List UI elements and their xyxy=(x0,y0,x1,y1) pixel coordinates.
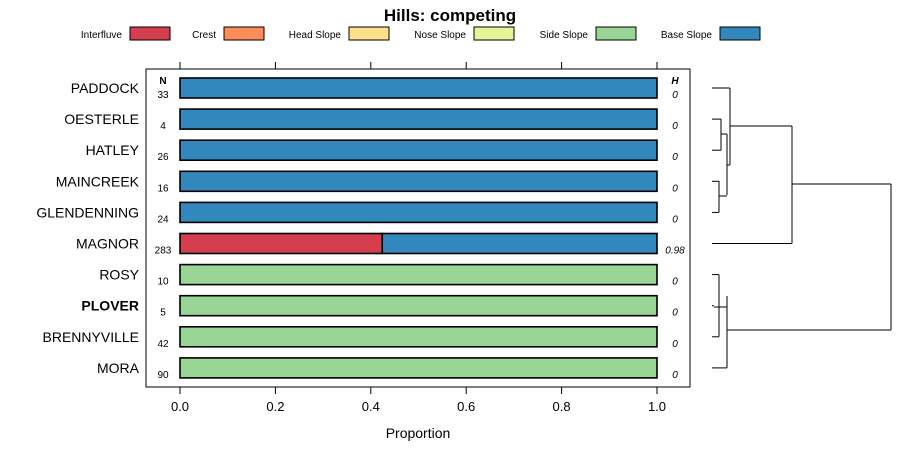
bar-segment-side-slope xyxy=(179,325,658,348)
dendrogram xyxy=(712,87,892,369)
x-tick-label: 0.4 xyxy=(362,399,380,414)
x-tick-label: 0.2 xyxy=(266,399,284,414)
row-hatley: HATLEY 26 0 xyxy=(86,139,678,163)
plot-frame xyxy=(145,68,691,388)
row-h-value: 0 xyxy=(672,277,678,288)
row-oesterle: OESTERLE 4 0 xyxy=(64,108,678,132)
bar-rows: PADDOCK 33 0 OESTERLE 4 0 HATLEY 26 0 MAINCREEK 16… xyxy=(36,77,685,381)
legend-swatch-nose-slope xyxy=(473,26,515,41)
legend-swatch-crest xyxy=(223,26,265,41)
row-label: BRENNYVILLE xyxy=(43,329,139,345)
x-tick-label: 0.8 xyxy=(553,399,571,414)
legend-label-nose-slope: Nose Slope xyxy=(414,30,466,41)
row-label: MORA xyxy=(97,360,140,376)
row-h-value: 0 xyxy=(672,308,678,319)
h-column-header: H xyxy=(671,76,679,87)
row-h-value: 0.98 xyxy=(665,246,685,257)
bar-segment-interfluve xyxy=(179,232,384,255)
row-label: PADDOCK xyxy=(71,80,140,96)
row-label: OESTERLE xyxy=(64,111,139,127)
row-n-value: 26 xyxy=(157,152,169,163)
row-glendenning: GLENDENNING 24 0 xyxy=(36,201,678,225)
row-h-value: 0 xyxy=(672,90,678,101)
legend-label-interfluve: Interfluve xyxy=(81,30,123,41)
row-n-value: 16 xyxy=(157,183,169,194)
legend-swatch-base-slope xyxy=(719,26,761,41)
row-label: PLOVER xyxy=(81,298,139,314)
row-h-value: 0 xyxy=(672,121,678,132)
bar-segment-side-slope xyxy=(179,294,658,317)
bar-segment-side-slope xyxy=(179,263,658,286)
row-label: ROSY xyxy=(99,267,139,283)
row-n-value: 33 xyxy=(157,90,169,101)
chart-title: Hills: competing xyxy=(384,6,516,25)
x-axis-title: Proportion xyxy=(386,425,451,441)
row-rosy: ROSY 10 0 xyxy=(99,263,678,288)
row-n-value: 10 xyxy=(157,277,169,288)
row-n-value: 42 xyxy=(157,339,169,350)
legend: Interfluve Crest Head Slope Nose Slope Side … xyxy=(81,26,761,41)
n-column-header: N xyxy=(159,76,166,87)
bar-segment-base-slope xyxy=(179,139,658,161)
row-n-value: 4 xyxy=(160,121,166,132)
legend-swatch-head-slope xyxy=(348,26,390,41)
row-n-value: 24 xyxy=(157,214,169,225)
legend-swatch-interfluve xyxy=(129,26,171,41)
legend-label-crest: Crest xyxy=(192,30,216,41)
row-magnor: MAGNOR 283 0.98 xyxy=(76,232,685,257)
legend-label-head-slope: Head Slope xyxy=(289,30,342,41)
row-h-value: 0 xyxy=(672,370,678,381)
row-h-value: 0 xyxy=(672,183,678,194)
row-brennyville: BRENNYVILLE 42 0 xyxy=(43,325,678,350)
row-n-value: 90 xyxy=(157,370,169,381)
bar-segment-base-slope xyxy=(179,170,658,193)
row-h-value: 0 xyxy=(672,214,678,225)
x-axis: 0.0 0.2 0.4 0.6 0.8 1.0 xyxy=(171,62,666,414)
legend-swatch-side-slope xyxy=(595,26,637,41)
row-n-value: 5 xyxy=(160,308,166,319)
row-label: MAINCREEK xyxy=(56,173,140,189)
row-maincreek: MAINCREEK 16 0 xyxy=(56,170,678,194)
row-label: HATLEY xyxy=(86,142,140,158)
bar-segment-side-slope xyxy=(179,357,658,379)
x-tick-label: 0.0 xyxy=(171,399,189,414)
x-tick-label: 0.6 xyxy=(457,399,475,414)
bar-segment-base-slope xyxy=(179,108,658,130)
bar-segment-base-slope xyxy=(179,201,658,224)
bar-segment-base-slope xyxy=(381,232,658,255)
x-tick-label: 1.0 xyxy=(648,399,666,414)
row-label: MAGNOR xyxy=(76,236,139,252)
row-n-value: 283 xyxy=(155,246,172,257)
row-paddock: PADDOCK 33 0 xyxy=(71,77,678,101)
row-mora: MORA 90 0 xyxy=(97,357,678,381)
row-label: GLENDENNING xyxy=(36,204,139,220)
row-plover: PLOVER 5 0 xyxy=(81,294,678,319)
row-h-value: 0 xyxy=(672,152,678,163)
bar-segment-base-slope xyxy=(179,77,658,99)
legend-label-base-slope: Base Slope xyxy=(661,30,713,41)
legend-label-side-slope: Side Slope xyxy=(540,30,589,41)
row-h-value: 0 xyxy=(672,339,678,350)
